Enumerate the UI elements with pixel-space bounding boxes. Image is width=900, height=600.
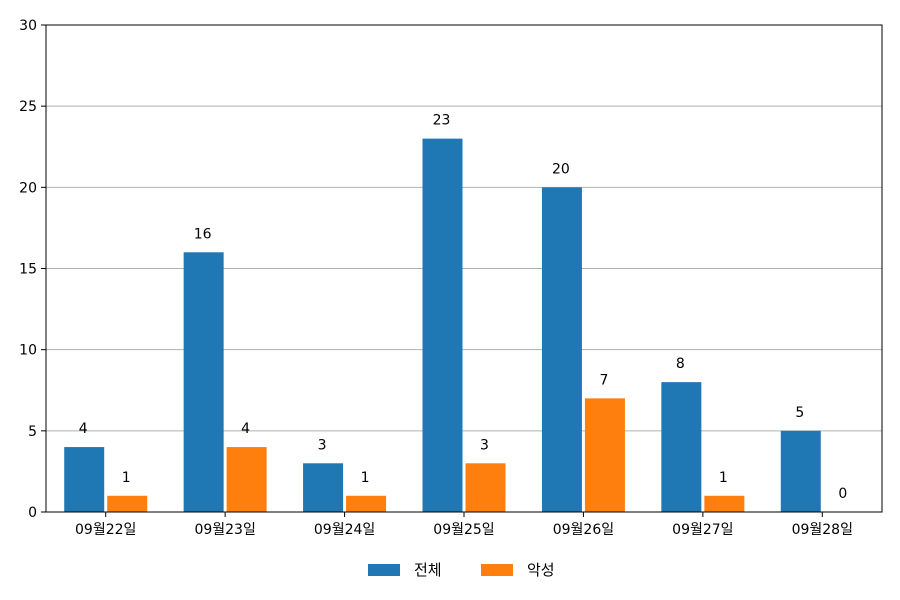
data-label: 4 [79, 421, 88, 437]
y-tick-label: 20 [19, 180, 37, 196]
bar-malicious [346, 495, 387, 512]
data-label: 7 [599, 372, 608, 388]
plot-frame [45, 24, 883, 513]
legend-swatch [368, 564, 400, 576]
bar-total [303, 463, 344, 512]
legend-swatch [481, 564, 513, 576]
data-label: 16 [194, 226, 212, 242]
data-label: 20 [552, 161, 570, 177]
x-tick-label: 09월28일 [792, 522, 853, 538]
bar-total [422, 138, 463, 512]
legend: 전체 악성 [368, 561, 555, 579]
bar-malicious [226, 447, 267, 512]
bars [64, 138, 821, 513]
data-label: 23 [433, 113, 451, 129]
gridlines [46, 105, 882, 432]
bar-total [64, 447, 105, 512]
data-label: 1 [361, 470, 370, 486]
data-label: 3 [480, 437, 489, 453]
data-label: 3 [318, 437, 327, 453]
bar-malicious [584, 398, 625, 512]
x-tick-label: 09월27일 [672, 522, 733, 538]
data-label: 5 [795, 405, 804, 421]
x-tick-label: 09월26일 [553, 522, 614, 538]
bar-malicious [107, 495, 148, 512]
x-tick-label: 09월25일 [433, 522, 494, 538]
data-labels: 4 1 16 4 3 1 23 3 20 7 8 1 5 0 [79, 113, 847, 502]
data-label: 1 [122, 470, 131, 486]
bar-total [183, 252, 224, 512]
bar-total [780, 430, 821, 512]
data-label: 1 [719, 470, 728, 486]
y-tick-label: 25 [19, 99, 37, 115]
data-label: 0 [838, 486, 847, 502]
data-label: 8 [676, 356, 685, 372]
data-label: 4 [241, 421, 250, 437]
x-tick-label: 09월23일 [194, 522, 255, 538]
bar-malicious [704, 495, 745, 512]
y-tick-label: 15 [19, 262, 37, 278]
x-tick-label: 09월24일 [314, 522, 375, 538]
y-tick-label: 5 [28, 424, 37, 440]
legend-label: 전체 [414, 561, 442, 579]
legend-label: 악성 [527, 561, 555, 579]
y-tick-label: 10 [19, 343, 37, 359]
bar-total [661, 382, 702, 512]
y-tick-label: 30 [19, 18, 37, 34]
x-tick-label: 09월22일 [75, 522, 136, 538]
bar-total [541, 187, 582, 513]
bar-malicious [465, 463, 506, 512]
y-tick-label: 0 [28, 505, 37, 521]
